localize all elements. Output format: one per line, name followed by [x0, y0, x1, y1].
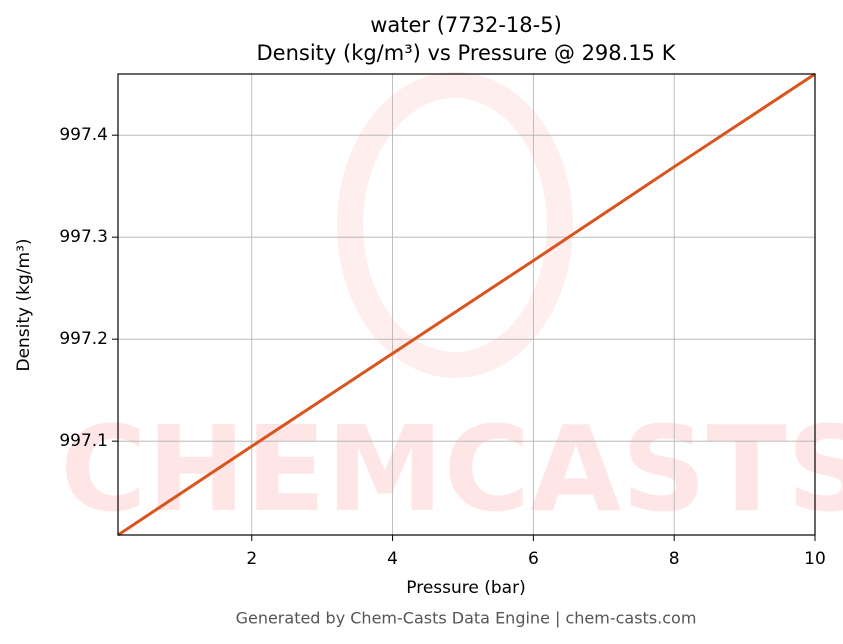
y-tick-label: 997.3	[59, 227, 108, 247]
chart-subtitle: Density (kg/m³) vs Pressure @ 298.15 K	[256, 41, 676, 65]
chart-title: water (7732-18-5)	[370, 13, 562, 37]
x-tick-label: 2	[246, 549, 257, 569]
y-tick-label: 997.2	[59, 329, 108, 349]
y-tick-label: 997.1	[59, 431, 108, 451]
x-tick-label: 6	[528, 549, 539, 569]
watermark: CHEMCASTS	[60, 400, 843, 538]
x-tick-label: 8	[669, 549, 680, 569]
y-tick-label: 997.4	[59, 125, 108, 145]
y-axis-label: Density (kg/m³)	[14, 238, 34, 371]
watermark-logo	[337, 72, 573, 378]
x-tick-label: 10	[804, 549, 826, 569]
footer: Generated by Chem-Casts Data Engine | ch…	[236, 609, 697, 628]
x-tick-label: 4	[387, 549, 398, 569]
data-line	[117, 72, 816, 537]
x-axis-label: Pressure (bar)	[406, 578, 525, 598]
plot-frame	[117, 73, 816, 536]
